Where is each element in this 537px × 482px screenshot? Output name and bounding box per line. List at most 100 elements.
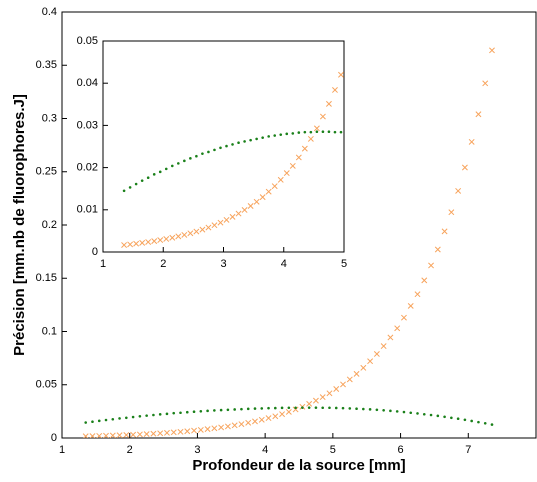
point-marker (267, 406, 270, 410)
point-marker (165, 412, 169, 416)
x-tick-label: 2 (160, 258, 166, 270)
point-marker (285, 408, 292, 415)
point-marker (267, 135, 270, 138)
point-marker (231, 143, 234, 146)
point-marker (189, 157, 192, 160)
point-marker (360, 364, 367, 371)
point-marker (223, 216, 230, 223)
series-group (121, 71, 344, 248)
point-marker (274, 406, 277, 410)
point-marker (185, 410, 189, 414)
y-tick-label: 0.35 (36, 59, 57, 71)
point-marker (249, 138, 252, 142)
point-marker (314, 406, 318, 409)
point-marker (279, 133, 283, 136)
point-marker (240, 407, 243, 411)
point-marker (338, 71, 344, 78)
point-marker (231, 422, 238, 429)
point-marker (246, 407, 250, 411)
point-marker (301, 406, 304, 409)
point-marker (294, 406, 297, 410)
y-tick-label: 0 (92, 246, 98, 258)
point-marker (146, 176, 150, 180)
inset-frame (102, 40, 345, 253)
point-marker (285, 132, 289, 136)
point-marker (436, 414, 440, 418)
point-marker (443, 415, 446, 419)
point-marker (295, 154, 302, 161)
point-marker (207, 150, 210, 154)
point-marker (283, 170, 290, 177)
point-marker (109, 432, 116, 438)
point-marker (261, 136, 264, 139)
point-marker (177, 428, 184, 435)
point-marker (461, 164, 468, 171)
point-marker (313, 125, 320, 132)
point-marker (367, 358, 374, 365)
point-marker (211, 222, 218, 229)
point-marker (421, 277, 428, 284)
x-tick-label: 1 (100, 258, 106, 270)
point-marker (192, 410, 196, 413)
point-marker (199, 226, 206, 233)
point-marker (136, 431, 143, 438)
point-marker (91, 420, 94, 424)
point-marker (341, 406, 345, 410)
x-tick-label: 1 (59, 444, 65, 456)
point-marker (130, 431, 137, 438)
point-marker (395, 410, 399, 413)
point-marker (247, 203, 254, 209)
point-marker (277, 176, 284, 183)
point-marker (339, 130, 343, 134)
point-marker (448, 209, 455, 216)
point-marker (287, 406, 291, 410)
point-marker (219, 408, 223, 412)
point-marker (157, 237, 164, 244)
point-marker (307, 135, 314, 142)
point-marker (123, 432, 130, 438)
point-marker (327, 130, 331, 134)
point-marker (183, 159, 186, 163)
point-marker (315, 130, 319, 134)
x-tick-label: 3 (220, 258, 226, 270)
x-tick-label: 7 (465, 444, 471, 456)
point-marker (195, 154, 198, 158)
y-tick-label: 0.2 (42, 219, 57, 231)
point-marker (321, 406, 325, 410)
point-marker (332, 86, 338, 93)
point-marker (143, 431, 150, 438)
point-marker (265, 188, 272, 195)
point-marker (122, 189, 126, 193)
point-marker (450, 416, 453, 420)
point-marker (333, 386, 340, 392)
point-marker (199, 409, 203, 413)
point-marker (225, 144, 228, 148)
point-marker (382, 409, 385, 412)
x-tick-label: 6 (398, 444, 404, 456)
point-marker (489, 47, 495, 54)
point-marker (169, 234, 176, 241)
point-marker (204, 426, 211, 433)
x-tick-label: 4 (281, 258, 287, 270)
point-marker (197, 426, 204, 433)
point-marker (387, 334, 394, 341)
point-marker (434, 246, 441, 253)
point-marker (253, 407, 257, 410)
point-marker (319, 394, 326, 401)
point-marker (303, 130, 307, 134)
y-tick-label: 0.3 (42, 112, 57, 124)
point-marker (206, 409, 209, 413)
point-marker (271, 183, 278, 190)
point-marker (151, 238, 158, 245)
point-marker (238, 421, 245, 428)
point-marker (96, 432, 103, 438)
point-marker (233, 408, 236, 411)
y-tick-label: 0.05 (36, 379, 57, 391)
point-marker (475, 111, 482, 118)
point-marker (380, 343, 387, 350)
y-tick-label: 0.04 (77, 77, 98, 89)
point-marker (163, 236, 170, 242)
point-marker (205, 224, 212, 231)
point-marker (128, 186, 132, 189)
